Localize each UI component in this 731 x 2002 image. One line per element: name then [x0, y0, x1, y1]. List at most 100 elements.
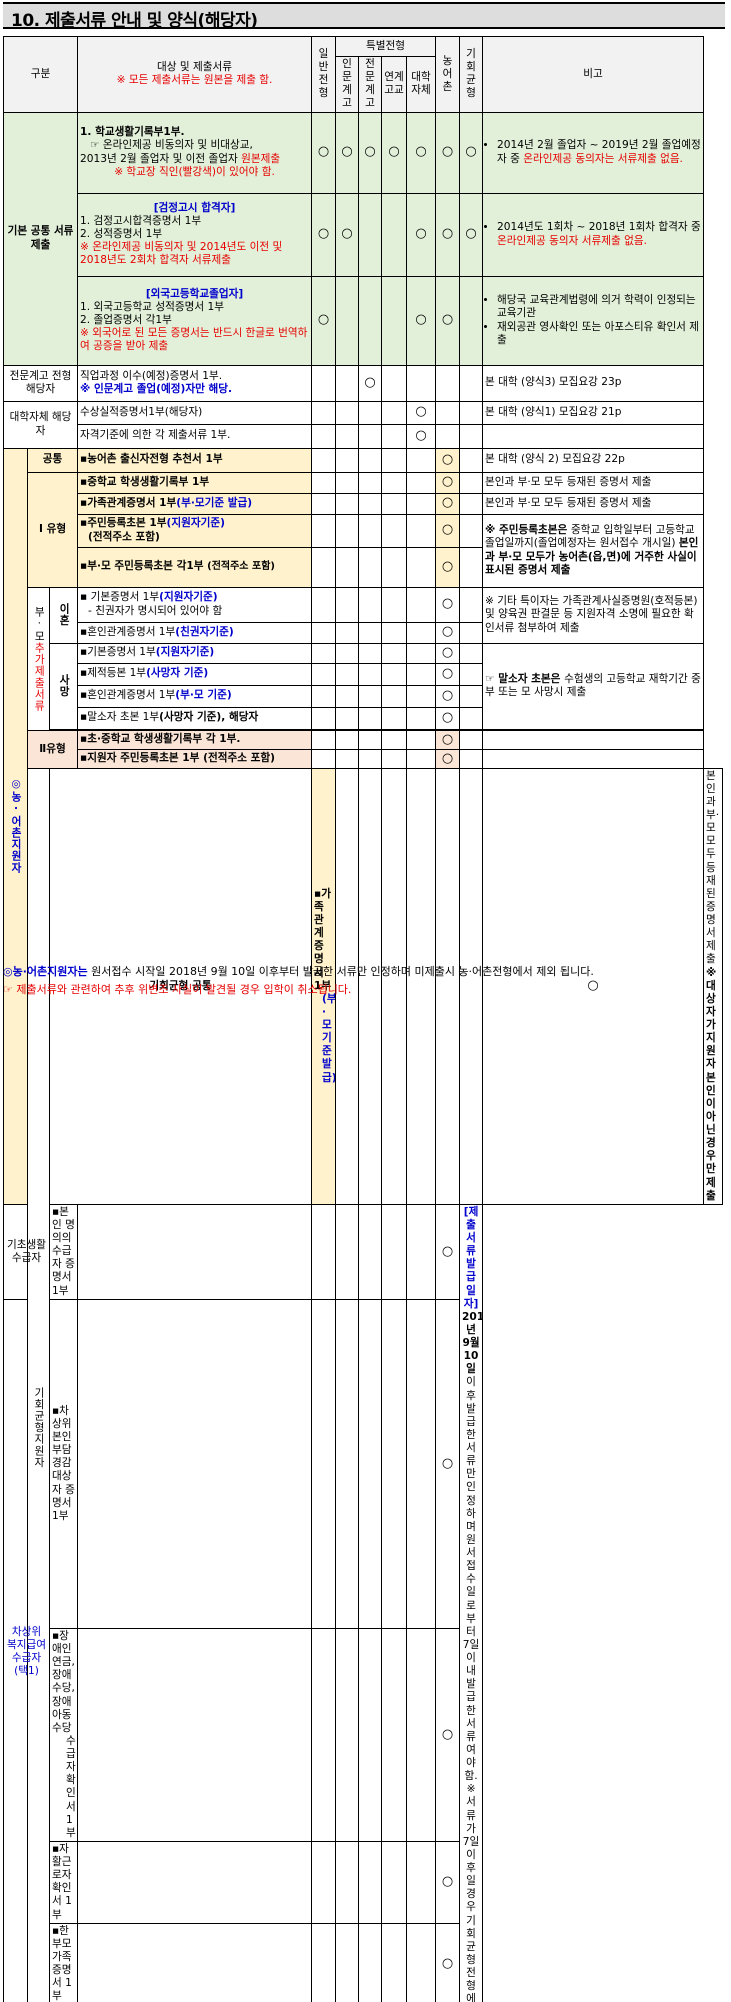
sec4-t2d1: ▪초·중학교 학생생활기록부 각 1부. — [77, 729, 313, 750]
header-general: 일반전형 — [311, 36, 337, 113]
mark: ○ — [406, 275, 437, 366]
sec3-remark: 본 대학 (양식1) 모집요강 21p — [482, 400, 705, 425]
mark: ○ — [459, 192, 484, 277]
sec4-dv-remark: ※ 기타 특이자는 가족관계사실증명원(호적등본) 및 양육권 판결문 등 지원… — [482, 586, 705, 644]
header-gubun: 구분 — [2, 36, 79, 113]
sec2-label: 전문계고 전형 해당자 — [2, 364, 79, 402]
sec3-doc2: 자격기준에 의한 각 제출서류 1부. — [77, 423, 313, 449]
mark: ○ — [406, 423, 437, 449]
sec4-d3: ▪주민등록초본 1부(지원자기준) (전적주소 포함) — [77, 513, 313, 548]
sec1-r3-remark: 해당국 교육관계법령에 의거 학력이 인정되는 교육기관재외공관 영사확인 또는… — [482, 275, 705, 366]
sec4-common-label: 공통 — [26, 447, 79, 473]
mark: ○ — [335, 192, 360, 277]
sec4-dv1: ▪ 기본증명서 1부(지원자기준) - 친권자가 명시되어 있어야 함 — [77, 586, 313, 623]
sec5-basic-doc: ▪본인 명의의 수급자 증명서 1부 — [48, 1203, 79, 1300]
mark: ○ — [335, 111, 360, 194]
sec4-dt3: ▪혼인관계증명서 1부(부·모 기준) — [77, 684, 313, 708]
footer-note-1: ◎농·어촌지원자는 원서접수 시작일 2018년 9월 10일 이후부터 발급한… — [3, 965, 594, 978]
sec4-type1-label: I 유형 — [26, 471, 79, 588]
header-rural: 농어촌 — [435, 36, 461, 113]
sec4-rm2: 본인과 부·모 모두 등재된 증명서 제출 — [482, 492, 705, 515]
mark: ○ — [435, 546, 461, 588]
mark: ○ — [459, 111, 484, 194]
header-target-note: ※ 모든 제출서류는 원본을 제출 함. — [116, 74, 273, 87]
mark: ○ — [358, 111, 383, 194]
mark: ○ — [311, 275, 337, 366]
sec5-issue-remark: [제출서류 발급일자] 2018년 9월 10일 이후 발급한 서류만 인정 하… — [459, 1203, 484, 2002]
mark: ○ — [435, 621, 461, 644]
sec4-dt2: ▪제적등본 1부(사망자 기준) — [77, 662, 313, 686]
sec4-rm3: ※ 주민등록초본은 중학교 입학일부터 고등학교 졸업일까지(졸업예정자는 원서… — [482, 513, 705, 588]
mark: ○ — [435, 706, 461, 730]
sec5-n1: ▪차상위 본인부담 경감대상자 증명서 1부 — [48, 1298, 79, 1629]
mark: ○ — [435, 1627, 461, 1842]
header-linked: 연계고교 — [381, 56, 408, 113]
documents-table: 구분 대상 및 제출서류 ※ 모든 제출서류는 원본을 제출 함. 일반전형 특별… — [2, 36, 723, 2002]
sec1-r2-remark: 2014년도 1회차 ~ 2018년 1회차 합격자 중 온라인제공 동의자 서… — [482, 192, 705, 277]
sec5-n2: ▪장애인연금, 장애수당, 장애아동수당 수급자 확인서 1부 — [48, 1627, 79, 1842]
sec4-dv2: ▪혼인관계증명서 1부(친권자기준) — [77, 621, 313, 644]
mark: ○ — [435, 662, 461, 686]
mark: ○ — [358, 364, 383, 402]
sec4-rm1: 본인과 부·모 모두 등재된 증명서 제출 — [482, 471, 705, 494]
sec5-n3: ▪자활근로자 확인서 1부 — [48, 1840, 79, 1924]
mark: ○ — [435, 513, 461, 548]
sec3-label: 대학자체 해당자 — [2, 400, 79, 449]
mark: ○ — [435, 748, 461, 769]
sec4-dt1: ▪기본증명서 1부(지원자기준) — [77, 642, 313, 664]
sec5-n4: ▪한부모가족 증명서 1부 — [48, 1922, 79, 2002]
footer-note-2: ☞ 제출서류와 관련하여 추후 위변조 사실이 발견될 경우 입학이 취소됩니다… — [3, 983, 352, 996]
mark: ○ — [435, 586, 461, 623]
mark: ○ — [435, 1203, 461, 1300]
sec2-docs: 직업과정 이수(예정)증명서 1부. ※ 인문계고 졸업(예정)자만 해당. — [77, 364, 313, 402]
sec1-label: 기본 공통 서류 제출 — [2, 111, 79, 366]
sec4-type2-label: Ⅱ유형 — [26, 729, 79, 769]
header-vocational: 전문계고 — [358, 56, 383, 113]
mark: ○ — [435, 642, 461, 664]
sec4-death-label: 사망 — [48, 642, 79, 730]
sec1-r3-docs: [외국고등학교졸업자] 1. 외국고등학교 성적증명서 1부 2. 졸업증명서 … — [77, 275, 313, 366]
header-target: 대상 및 제출서류 ※ 모든 제출서류는 원본을 제출 함. — [77, 36, 313, 113]
sec1-r2-docs: [검정고시 합격자] 1. 검정고시합격증명서 1부 2. 성적증명서 1부 ※… — [77, 192, 313, 277]
sec4-label: ◎농·어촌지원자 — [3, 447, 28, 1205]
sec4-dt4: ▪말소자 초본 1부(사망자 기준), 해당자 — [77, 706, 313, 730]
mark: ○ — [435, 111, 461, 194]
mark: ○ — [406, 400, 437, 425]
sec4-d1: ▪중학교 학생생활기록부 1부 — [77, 471, 313, 494]
page-header: 10. 제출서류 안내 및 양식(해당자) — [3, 2, 725, 31]
page-title: 10. 제출서류 안내 및 양식(해당자) — [11, 11, 258, 31]
sec4-t2d2: ▪지원자 주민등록초본 1부 (전적주소 포함) — [77, 748, 313, 769]
mark: ○ — [435, 1298, 461, 1629]
sec4-dt-remark: ☞ 말소자 초본은 수험생의 고등학교 재학기간 중 부 또는 모 사망시 제출 — [482, 642, 705, 730]
mark: ○ — [381, 111, 408, 194]
mark: ○ — [406, 192, 437, 277]
mark: ○ — [435, 492, 461, 515]
mark: ○ — [435, 729, 461, 750]
header-special: 특별전형 — [335, 36, 437, 57]
mark: ○ — [435, 471, 461, 494]
header-remarks: 비고 — [482, 36, 705, 113]
sec3-doc1: 수상실적증명서1부(해당자) — [77, 400, 313, 425]
header-univ-self: 대학자체 — [406, 56, 437, 113]
mark: ○ — [435, 275, 461, 366]
sec4-parents-label: 부·모추가제출서류 — [27, 586, 50, 731]
sec2-remark: 본 대학 (양식3) 모집요강 23p — [482, 364, 705, 402]
sec1-r1-remark: 2014년 2월 졸업자 ~ 2019년 2월 졸업예정자 중 온라인제공 동의… — [482, 111, 705, 194]
mark: ○ — [435, 447, 461, 473]
mark: ○ — [311, 192, 337, 277]
sec4-common-doc: ▪농어촌 출신자전형 추천서 1부 — [77, 447, 313, 473]
mark: ○ — [435, 684, 461, 708]
sec1-r1-docs: 1. 학교생활기록부1부. ☞ 온라인제공 비동의자 및 비대상교, 2013년… — [77, 111, 313, 194]
mark: ○ — [435, 1840, 461, 1924]
sec4-divorce-label: 이혼 — [48, 586, 79, 644]
sec4-common-remark: 본 대학 (양식 2) 모집요강 22p — [482, 447, 705, 473]
mark: ○ — [311, 111, 337, 194]
mark: ○ — [435, 192, 461, 277]
header-humanities: 인문계고 — [335, 56, 360, 113]
header-opportunity: 기회균형 — [459, 36, 484, 113]
mark: ○ — [435, 1922, 461, 2002]
sec5-basic-label: 기초생활 수급자 — [3, 1203, 50, 1300]
sec4-d4: ▪부·모 주민등록초본 각1부 (전적주소 포함) — [77, 546, 313, 588]
sec4-d2: ▪가족관계증명서 1부(부·모기준 발급) — [77, 492, 313, 515]
mark: ○ — [406, 111, 437, 194]
